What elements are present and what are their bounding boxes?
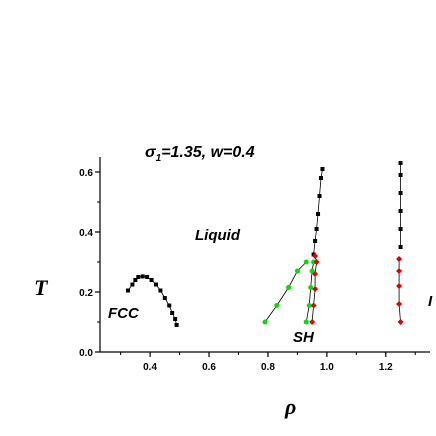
data-point [398, 173, 403, 177]
data-point [396, 256, 403, 262]
y-axis-ticks: 0.0 0.2 0.4 0.6 [79, 168, 100, 359]
data-point [158, 288, 163, 293]
data-point [130, 282, 135, 287]
data-point [306, 303, 312, 308]
data-point [153, 282, 158, 287]
x-axis-title: ρ [284, 394, 296, 419]
data-point [262, 319, 268, 325]
series-1 [311, 167, 325, 257]
chart-title: σ1=1.35, w=0.4 [145, 144, 255, 164]
data-point [312, 271, 319, 277]
data-point [312, 253, 319, 259]
data-point [314, 227, 319, 231]
data-point [313, 239, 318, 243]
data-point [396, 268, 403, 274]
series-line [264, 261, 307, 323]
data-point [286, 285, 292, 290]
data-point [398, 161, 403, 165]
data-point [398, 227, 403, 231]
data-point [398, 191, 403, 195]
data-point [170, 311, 175, 315]
data-point [398, 209, 403, 213]
data-point [397, 319, 404, 325]
x-axis-ticks: 0.4 0.6 0.8 1.0 1.2 [120, 352, 416, 373]
data-series [125, 161, 404, 327]
data-point [308, 285, 314, 290]
data-point [294, 268, 300, 274]
data-point [320, 167, 325, 171]
x-tick-label: 0.8 [261, 362, 275, 373]
label-fcc: FCC [108, 305, 140, 322]
data-point [398, 245, 403, 249]
data-point [125, 288, 130, 293]
data-point [313, 259, 320, 265]
data-point [173, 317, 178, 321]
data-point [396, 301, 403, 307]
data-point [140, 274, 145, 279]
data-point [136, 275, 141, 279]
data-point [318, 176, 323, 180]
data-point [316, 212, 321, 216]
y-tick-label: 0.6 [79, 168, 93, 179]
y-axis-title: T [34, 275, 49, 300]
series-5 [309, 253, 320, 325]
data-point [274, 303, 280, 308]
y-tick-label: 0.2 [79, 288, 93, 299]
data-point [309, 268, 315, 274]
x-tick-label: 1.2 [379, 362, 393, 373]
data-point [167, 303, 172, 308]
data-point [149, 278, 154, 282]
data-point [396, 283, 403, 289]
y-tick-label: 0.4 [79, 228, 93, 239]
data-point [174, 323, 179, 327]
data-point [309, 319, 316, 325]
x-tick-label: 1.0 [320, 362, 334, 373]
label-i: I [428, 293, 433, 310]
y-tick-label: 0.0 [79, 348, 93, 359]
plot-area [99, 157, 430, 353]
data-point [303, 319, 309, 325]
series-4 [303, 259, 317, 325]
data-point [310, 302, 317, 309]
x-tick-label: 0.4 [143, 362, 157, 373]
data-point [303, 259, 309, 265]
series-0 [125, 274, 179, 327]
label-liquid: Liquid [195, 227, 241, 244]
label-sh: SH [293, 329, 315, 346]
data-point [133, 278, 138, 282]
data-point [145, 275, 150, 279]
series-2 [398, 161, 403, 249]
data-point [312, 286, 319, 292]
data-point [317, 194, 322, 198]
data-point [162, 296, 167, 300]
series-6 [396, 256, 404, 325]
x-tick-label: 0.6 [202, 362, 216, 373]
series-3 [262, 259, 309, 325]
